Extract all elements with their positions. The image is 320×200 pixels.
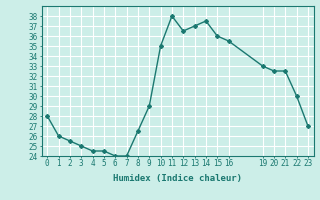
X-axis label: Humidex (Indice chaleur): Humidex (Indice chaleur): [113, 174, 242, 183]
